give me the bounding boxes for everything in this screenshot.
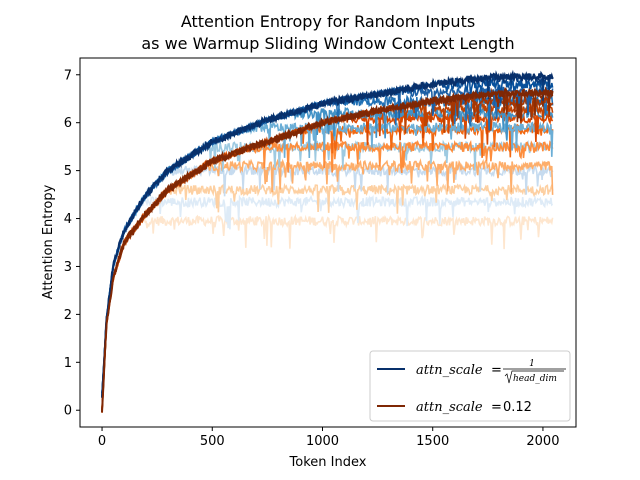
y-axis: 0 1 2 3 4 5 6 7 xyxy=(64,68,80,419)
legend-label-blue-eq: = xyxy=(491,363,502,378)
x-axis: 0 500 1000 1500 2000 xyxy=(98,427,559,449)
legend-label-blue-denominator: head_dim xyxy=(513,374,557,384)
legend-label-orange-eq: = xyxy=(491,400,502,415)
y-axis-label: Attention Entropy xyxy=(41,184,56,299)
legend-label-orange-name: attn_scale xyxy=(416,400,483,415)
y-tick-label: 5 xyxy=(64,164,72,179)
legend-box xyxy=(369,350,571,422)
series-line-orange-2 xyxy=(101,182,554,413)
y-tick-label: 4 xyxy=(64,212,72,227)
x-tick-label: 2000 xyxy=(526,434,559,449)
x-tick-label: 1500 xyxy=(416,434,449,449)
y-tick-label: 0 xyxy=(64,404,72,419)
y-tick-label: 7 xyxy=(64,68,72,83)
chart-title-line2: as we Warmup Sliding Window Context Leng… xyxy=(141,34,514,53)
envelope-line-orange xyxy=(101,86,554,413)
plot-frame xyxy=(79,57,577,428)
x-tick-label: 500 xyxy=(200,434,225,449)
legend-label-blue-name: attn_scale xyxy=(416,363,483,378)
y-tick-label: 6 xyxy=(64,116,72,131)
legend-label-blue-numerator: 1 xyxy=(529,359,535,369)
series-line-orange-0 xyxy=(101,213,554,410)
legend: attn_scale = 1 head_dim attn_scale = 0.1… xyxy=(369,350,571,422)
series-layer xyxy=(101,69,554,413)
legend-label-orange-value: 0.12 xyxy=(503,400,532,415)
series-line-blue-1 xyxy=(101,194,554,395)
y-tick-label: 3 xyxy=(64,260,72,275)
y-tick-label: 2 xyxy=(64,308,72,323)
chart-title-line1: Attention Entropy for Random Inputs xyxy=(181,12,475,31)
x-tick-label: 1000 xyxy=(306,434,339,449)
envelope-line-blue xyxy=(101,69,554,398)
y-tick-label: 1 xyxy=(64,356,72,371)
x-axis-label: Token Index xyxy=(289,455,367,470)
sqrt-sign xyxy=(504,370,564,384)
x-tick-label: 0 xyxy=(98,434,106,449)
